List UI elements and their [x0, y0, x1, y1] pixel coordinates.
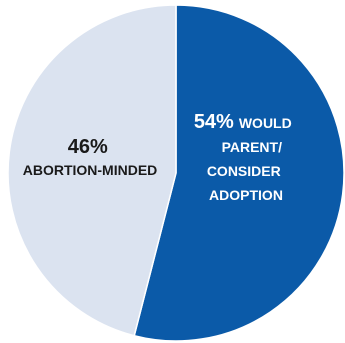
slice-label-parent-adoption: 54% WOULD PARENT/ CONSIDER ADOPTION: [194, 111, 296, 203]
pie-slices: [7, 4, 345, 342]
slice-label-abortion-minded: 46% ABORTION-MINDED: [23, 136, 158, 178]
line-consider: CONSIDER: [207, 163, 281, 179]
pie-slice-parent-adoption: [133, 4, 345, 342]
pct-label-54: 54%: [194, 111, 234, 133]
line-parent: PARENT/: [222, 139, 283, 155]
line-abortion-minded: ABORTION-MINDED: [23, 162, 158, 178]
line-would: WOULD: [239, 115, 292, 131]
line-adoption: ADOPTION: [209, 187, 283, 203]
pct-label-46: 46%: [68, 136, 108, 158]
pie-slice-abortion-minded: [7, 4, 177, 337]
